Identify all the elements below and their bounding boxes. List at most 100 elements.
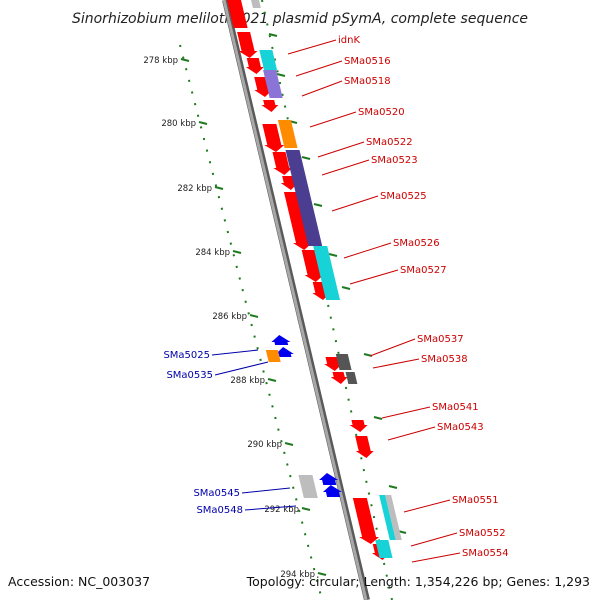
gene-feature	[298, 475, 318, 498]
gene-feature	[375, 540, 393, 558]
kbp-tick-label: 284 kbp	[195, 248, 230, 258]
gene-label-leader	[381, 406, 431, 419]
gene-feature	[355, 436, 374, 458]
gene-label-leader	[411, 552, 461, 563]
ring-tick-mark	[341, 286, 351, 290]
gene-label: SMa0537	[417, 334, 464, 345]
gene-feature	[265, 350, 281, 362]
gene-features	[227, 0, 402, 560]
gene-label-leader	[387, 426, 436, 441]
gene-label-leader	[349, 269, 399, 285]
kbp-tick-mark	[232, 250, 242, 254]
gene-label-leader	[372, 358, 420, 369]
backbone	[222, 0, 368, 600]
gene-label-leader	[410, 532, 458, 547]
gene-feature	[254, 77, 273, 97]
gene-label: SMa0548	[196, 505, 243, 516]
gene-feature	[262, 124, 285, 152]
kbp-tick-mark	[317, 572, 327, 576]
gene-label-leader	[309, 111, 357, 128]
gene-label: SMa0541	[432, 402, 479, 413]
ring-tick-mark	[313, 203, 323, 207]
gene-label: SMa0526	[393, 238, 440, 249]
gene-feature	[272, 152, 293, 175]
kbp-tick-label: 280 kbp	[161, 119, 196, 129]
gene-label-leader	[241, 487, 291, 494]
kbp-tick-label: 294 kbp	[280, 570, 315, 580]
gene-label: SMa0538	[421, 354, 468, 365]
ring-tick-mark	[388, 485, 398, 489]
ring-tick-mark	[268, 33, 278, 37]
kbp-tick-label: 282 kbp	[177, 184, 212, 194]
gene-labels: idnK SMa0516 SMa0518 SMa0520 SMa0522 SMa0523 S…	[163, 35, 508, 559]
gene-feature	[261, 100, 279, 112]
gene-feature	[352, 498, 380, 544]
gene-feature	[379, 495, 396, 540]
kbp-tick-label: 278 kbp	[143, 56, 178, 66]
kbp-tick-mark	[214, 186, 224, 190]
gene-label-leader	[317, 141, 365, 158]
gene-label: SMa0523	[371, 155, 418, 166]
kbp-tick-mark	[301, 507, 311, 511]
gene-label-leader	[331, 195, 379, 212]
gene-feature	[283, 192, 313, 250]
ring-tick-mark	[373, 416, 383, 420]
map-title: Sinorhizobium meliloti 1021 plasmid pSym…	[72, 11, 528, 27]
gene-feature	[245, 58, 264, 74]
gene-feature	[322, 485, 342, 497]
ring-tick-mark	[276, 73, 286, 77]
gene-feature	[277, 120, 298, 148]
gene-label-leader	[343, 242, 392, 259]
kbp-axis: 278 kbp 280 kbp 282 kbp 284 kbp 286 kbp 288 k…	[143, 56, 327, 580]
kbp-tick-label: 286 kbp	[212, 312, 247, 322]
gene-label: SMa0545	[193, 488, 240, 499]
gene-label-leader	[211, 349, 259, 356]
gene-feature	[330, 372, 348, 384]
gene-label: SMa0551	[452, 495, 499, 506]
gene-label: SMa0516	[344, 56, 391, 67]
kbp-tick-label: 290 kbp	[247, 440, 282, 450]
kbp-tick-mark	[267, 378, 277, 382]
gene-label: SMa0535	[166, 370, 213, 381]
gene-label: SMa0518	[344, 76, 391, 87]
gene-feature	[251, 0, 261, 8]
gene-feature	[385, 495, 402, 540]
gene-feature	[349, 420, 368, 432]
gene-feature	[271, 335, 291, 345]
gene-feature	[275, 347, 294, 357]
gene-label-leader	[403, 499, 451, 513]
gene-label: SMa0552	[459, 528, 506, 539]
gene-feature	[313, 246, 340, 300]
gene-label-leader	[321, 159, 370, 176]
kbp-tick-label: 288 kbp	[230, 376, 265, 386]
kbp-tick-mark	[249, 314, 259, 318]
accession-text: Accession: NC_003037	[8, 574, 150, 589]
gene-label: SMa0543	[437, 422, 484, 433]
gene-label-leader	[244, 505, 297, 511]
gene-label-leader	[214, 361, 269, 376]
gene-label: SMa0527	[400, 265, 447, 276]
gene-feature	[237, 32, 258, 58]
gene-label: SMa5025	[163, 350, 210, 361]
gene-label-leader	[369, 338, 416, 357]
ring-tick-mark	[301, 156, 311, 160]
gene-feature	[335, 354, 352, 370]
gene-label-leader	[287, 39, 337, 55]
gene-feature	[263, 70, 283, 98]
gene-feature	[301, 250, 324, 282]
gene-label: SMa0520	[358, 107, 405, 118]
ring-tick-mark	[328, 253, 338, 257]
gene-feature	[227, 0, 248, 28]
genome-summary-text: Topology: circular; Length: 1,354,226 bp…	[246, 574, 590, 589]
gene-label: SMa0554	[462, 548, 509, 559]
gene-label-leader	[301, 80, 343, 97]
kbp-tick-mark	[180, 58, 190, 62]
label-leader-lines	[211, 39, 461, 563]
gene-label: SMa0522	[366, 137, 413, 148]
gene-label: SMa0525	[380, 191, 427, 202]
gene-feature	[345, 372, 358, 384]
gene-feature	[259, 50, 278, 70]
gene-feature	[319, 473, 339, 485]
kbp-tick-mark	[284, 442, 294, 446]
